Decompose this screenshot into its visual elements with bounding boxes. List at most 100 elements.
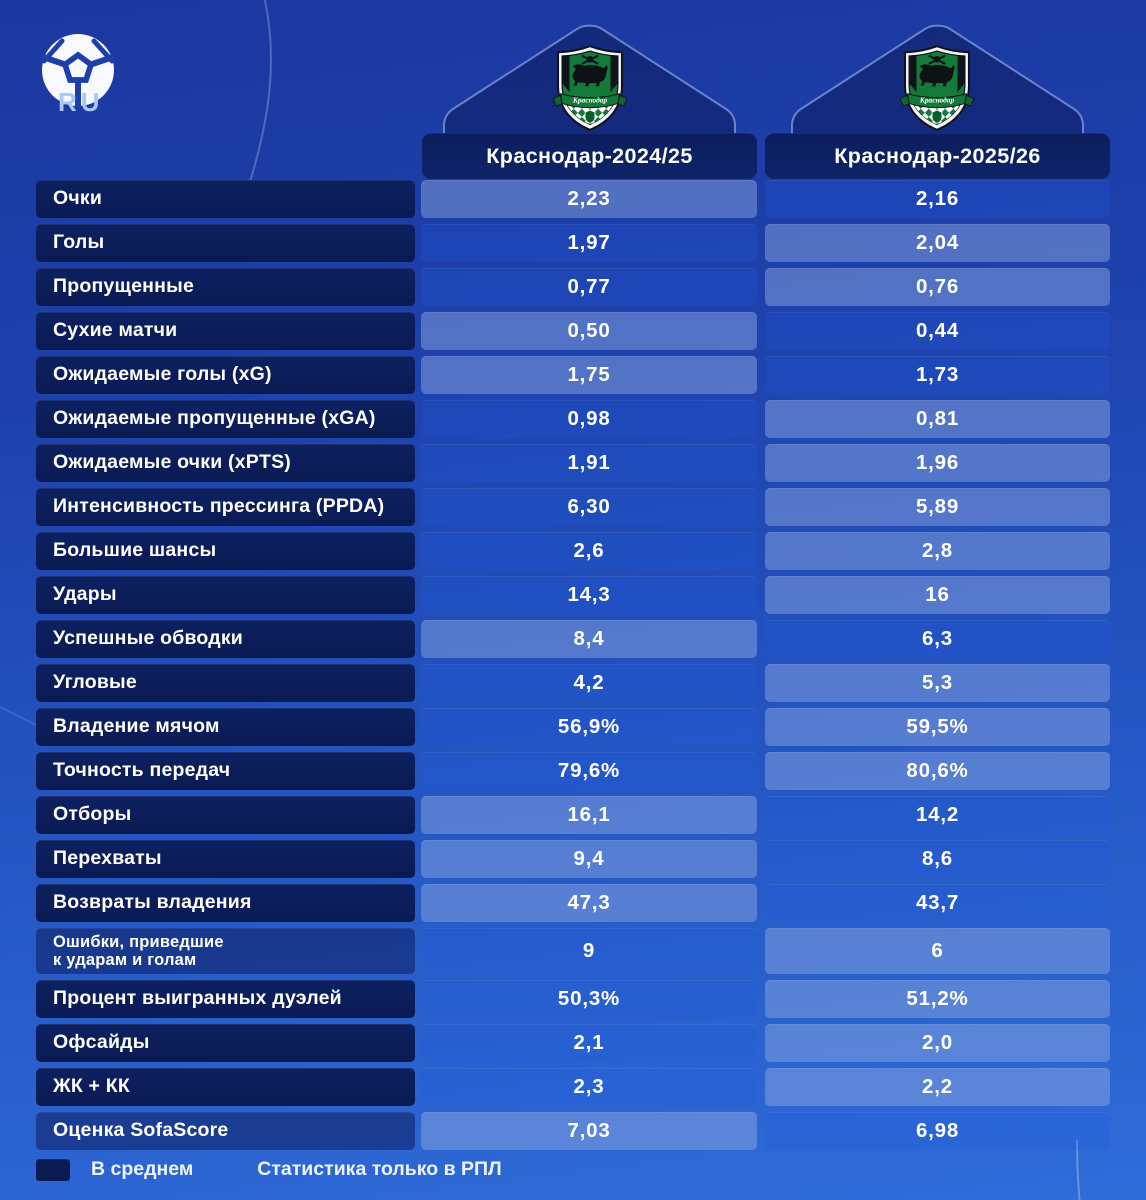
stat-value-season2: 59,5%	[765, 708, 1110, 746]
stat-value-season2: 2,0	[765, 1024, 1110, 1062]
stat-value-season1: 4,2	[421, 664, 757, 702]
stat-value-season1: 2,23	[421, 180, 757, 218]
stat-label: Голы	[36, 224, 415, 262]
stat-row: Голы 1,97 2,04	[36, 224, 1110, 262]
stat-row: Владение мячом 56,9% 59,5%	[36, 708, 1110, 746]
stat-value-season1: 1,75	[421, 356, 757, 394]
stat-label: Большие шансы	[36, 532, 415, 570]
stat-row: Отборы 16,1 14,2	[36, 796, 1110, 834]
stat-value-season2: 0,81	[765, 400, 1110, 438]
stat-value-season1: 6,30	[421, 488, 757, 526]
stat-value-season2: 43,7	[765, 884, 1110, 922]
legend: В среднем Статистика только в РПЛ	[36, 1158, 502, 1181]
stat-value-season2: 2,8	[765, 532, 1110, 570]
season-header-2025-26: Краснодар-2025/26	[765, 133, 1110, 179]
stat-value-season2: 8,6	[765, 840, 1110, 878]
stat-row: Очки 2,23 2,16	[36, 180, 1110, 218]
stat-row: Ожидаемые очки (xPTS) 1,91 1,96	[36, 444, 1110, 482]
stat-row: Сухие матчи 0,50 0,44	[36, 312, 1110, 350]
stat-value-season1: 7,03	[421, 1112, 757, 1150]
stat-value-season1: 1,91	[421, 444, 757, 482]
stat-label: Успешные обводки	[36, 620, 415, 658]
stat-row: Возвраты владения 47,3 43,7	[36, 884, 1110, 922]
stat-row: Ошибки, приведшие к ударам и голам 9 6	[36, 928, 1110, 974]
stat-value-season1: 9,4	[421, 840, 757, 878]
stat-label: Офсайды	[36, 1024, 415, 1062]
stat-label: Пропущенные	[36, 268, 415, 306]
stats-table: Очки 2,23 2,16 Голы 1,97 2,04 Пропущенные 0,77 0…	[36, 180, 1110, 1156]
stat-row: Удары 14,3 16	[36, 576, 1110, 614]
season-header-2024-25: Краснодар-2024/25	[422, 133, 757, 179]
stat-label: Возвраты владения	[36, 884, 415, 922]
stat-value-season2: 5,3	[765, 664, 1110, 702]
stat-value-season2: 2,16	[765, 180, 1110, 218]
stat-row: Офсайды 2,1 2,0	[36, 1024, 1110, 1062]
stat-label: Очки	[36, 180, 415, 218]
stat-label: Отборы	[36, 796, 415, 834]
stat-value-season1: 14,3	[421, 576, 757, 614]
stat-label: Владение мячом	[36, 708, 415, 746]
stat-value-season2: 14,2	[765, 796, 1110, 834]
stat-row: ЖК + КК 2,3 2,2	[36, 1068, 1110, 1106]
stat-row: Успешные обводки 8,4 6,3	[36, 620, 1110, 658]
stat-row: Большие шансы 2,6 2,8	[36, 532, 1110, 570]
stat-value-season1: 2,1	[421, 1024, 757, 1062]
krasnodar-crest-icon	[549, 44, 631, 132]
stat-value-season2: 5,89	[765, 488, 1110, 526]
stat-row: Точность передач 79,6% 80,6%	[36, 752, 1110, 790]
stat-label: Сухие матчи	[36, 312, 415, 350]
stat-row: Интенсивность прессинга (PPDA) 6,30 5,89	[36, 488, 1110, 526]
stat-value-season1: 0,50	[421, 312, 757, 350]
stat-value-season2: 51,2%	[765, 980, 1110, 1018]
stat-label: Интенсивность прессинга (PPDA)	[36, 488, 415, 526]
stat-label: Точность передач	[36, 752, 415, 790]
stat-label: Ожидаемые пропущенные (xGA)	[36, 400, 415, 438]
legend-note: Статистика только в РПЛ	[257, 1158, 502, 1180]
stat-value-season2: 6,98	[765, 1112, 1110, 1150]
stat-row: Угловые 4,2 5,3	[36, 664, 1110, 702]
stat-value-season1: 0,77	[421, 268, 757, 306]
stat-row: Ожидаемые пропущенные (xGA) 0,98 0,81	[36, 400, 1110, 438]
stat-value-season2: 0,44	[765, 312, 1110, 350]
stat-value-season2: 1,73	[765, 356, 1110, 394]
stat-value-season1: 50,3%	[421, 980, 757, 1018]
stat-label: ЖК + КК	[36, 1068, 415, 1106]
football-icon	[40, 34, 116, 109]
stat-value-season2: 16	[765, 576, 1110, 614]
stat-label: Оценка SofaScore	[36, 1112, 415, 1150]
stat-value-season1: 16,1	[421, 796, 757, 834]
stat-value-season2: 1,96	[765, 444, 1110, 482]
stat-row: Процент выигранных дуэлей 50,3% 51,2%	[36, 980, 1110, 1018]
stat-label: Ошибки, приведшие к ударам и голам	[36, 928, 415, 974]
average-legend-label: В среднем	[91, 1158, 194, 1180]
brand-ru-label: RU	[58, 87, 104, 117]
stat-value-season1: 47,3	[421, 884, 757, 922]
stat-row: Оценка SofaScore 7,03 6,98	[36, 1112, 1110, 1150]
stat-label: Удары	[36, 576, 415, 614]
stat-value-season1: 8,4	[421, 620, 757, 658]
stat-value-season1: 79,6%	[421, 752, 757, 790]
average-legend-swatch	[36, 1158, 70, 1181]
stat-value-season1: 56,9%	[421, 708, 757, 746]
stat-value-season1: 0,98	[421, 400, 757, 438]
stat-label: Ожидаемые голы (xG)	[36, 356, 415, 394]
stat-row: Перехваты 9,4 8,6	[36, 840, 1110, 878]
krasnodar-crest-icon	[896, 44, 978, 132]
stat-label: Ожидаемые очки (xPTS)	[36, 444, 415, 482]
stat-value-season2: 2,2	[765, 1068, 1110, 1106]
stat-row: Пропущенные 0,77 0,76	[36, 268, 1110, 306]
stat-row: Ожидаемые голы (xG) 1,75 1,73	[36, 356, 1110, 394]
stat-value-season2: 0,76	[765, 268, 1110, 306]
stat-value-season1: 2,6	[421, 532, 757, 570]
stat-label: Перехваты	[36, 840, 415, 878]
stat-label: Процент выигранных дуэлей	[36, 980, 415, 1018]
stat-value-season2: 6	[765, 928, 1110, 974]
brand-logo: RU	[38, 30, 168, 125]
stat-label: Угловые	[36, 664, 415, 702]
stat-value-season1: 1,97	[421, 224, 757, 262]
stat-value-season2: 2,04	[765, 224, 1110, 262]
stat-value-season1: 9	[421, 928, 757, 974]
stat-value-season2: 6,3	[765, 620, 1110, 658]
stat-value-season2: 80,6%	[765, 752, 1110, 790]
